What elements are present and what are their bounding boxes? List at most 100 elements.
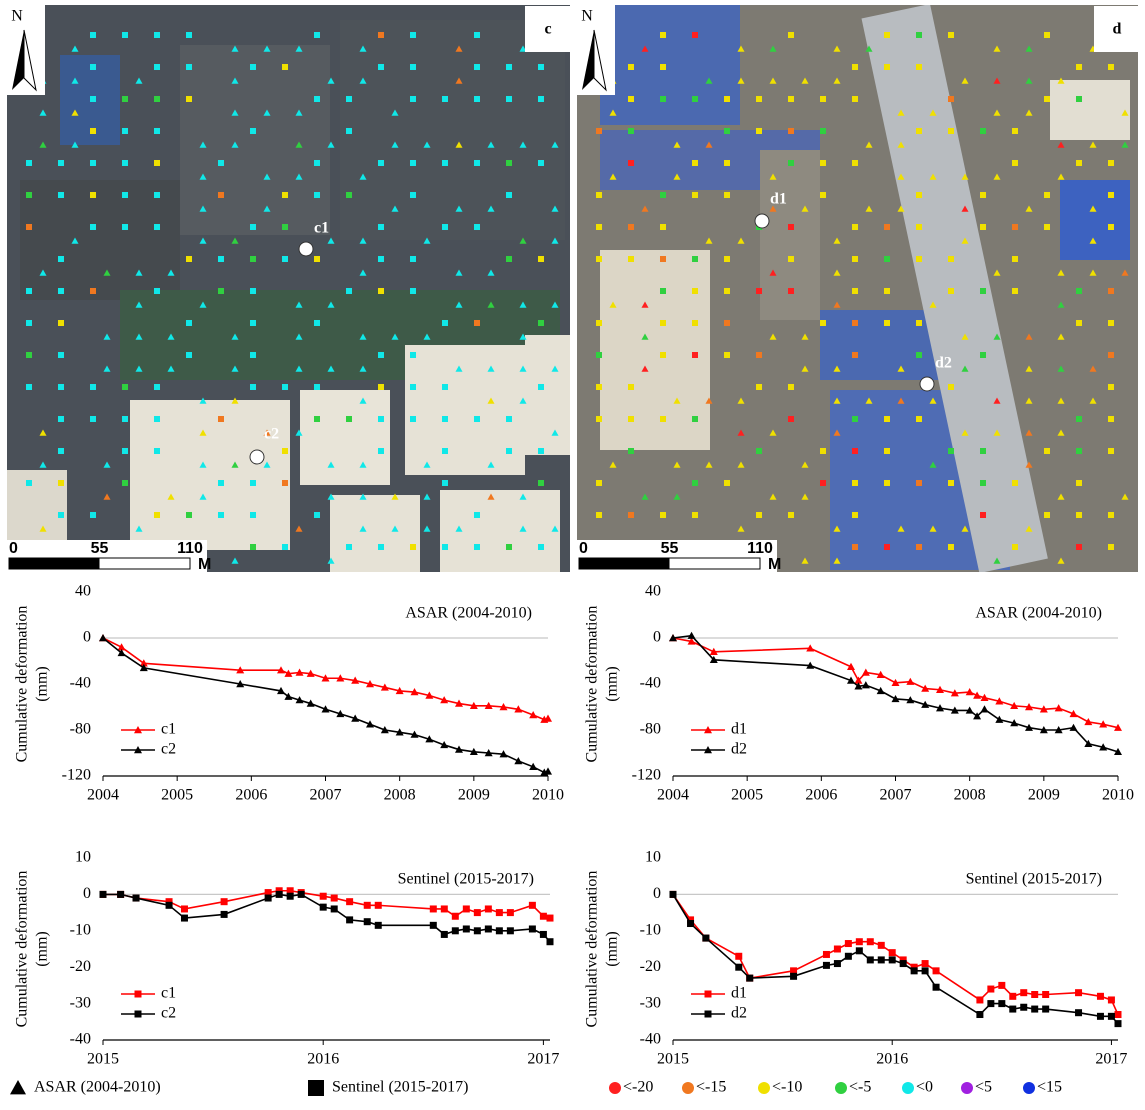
ps-point — [154, 416, 160, 422]
scale-tick-label: 110 — [177, 540, 203, 557]
data-point — [878, 956, 885, 963]
ps-point — [628, 160, 634, 166]
x-tick-label: 2006 — [235, 787, 267, 804]
data-point — [981, 705, 989, 712]
ps-point — [1076, 64, 1082, 70]
ps-point — [410, 64, 416, 70]
ps-point — [692, 96, 698, 102]
ps-point — [1108, 288, 1114, 294]
ps-point — [218, 256, 224, 262]
data-point — [845, 940, 852, 947]
data-point — [998, 1000, 1005, 1007]
ps-point — [1012, 224, 1018, 230]
ps-point — [26, 352, 32, 358]
ps-point — [756, 352, 762, 358]
y-tick-label: -10 — [640, 921, 661, 938]
data-point — [547, 915, 554, 922]
ps-point — [378, 544, 384, 550]
ps-point — [852, 544, 858, 550]
y-tick-label: 0 — [83, 629, 91, 646]
data-point — [1042, 1006, 1049, 1013]
ps-point — [90, 512, 96, 518]
ps-point — [218, 160, 224, 166]
ps-point — [506, 448, 512, 454]
ps-point — [660, 320, 666, 326]
data-point — [1020, 989, 1027, 996]
ps-point — [1012, 256, 1018, 262]
ps-point — [596, 128, 602, 134]
ps-point — [884, 448, 890, 454]
ps-point — [250, 256, 256, 262]
legend-swatch — [835, 1082, 847, 1094]
y-axis-label: Cumulative deformation — [584, 606, 601, 763]
ps-point — [122, 416, 128, 422]
ps-point — [660, 288, 666, 294]
ps-point — [538, 64, 544, 70]
ps-point — [442, 96, 448, 102]
ps-point — [346, 416, 352, 422]
ps-point — [314, 320, 320, 326]
ps-point — [1076, 288, 1082, 294]
ps-point — [1108, 448, 1114, 454]
data-point — [463, 925, 470, 932]
ps-point — [756, 128, 762, 134]
ps-point — [628, 448, 634, 454]
ps-point — [218, 512, 224, 518]
legend-label: c1 — [161, 985, 176, 1002]
ps-point — [506, 256, 512, 262]
data-point — [463, 905, 470, 912]
legend-symbol — [10, 1080, 26, 1094]
ps-point — [474, 320, 480, 326]
legend: ASAR (2004-2010)Sentinel (2015-2017)<-20… — [10, 1079, 1062, 1096]
ps-point — [538, 320, 544, 326]
ps-point — [58, 416, 64, 422]
site-label: c2 — [264, 426, 279, 443]
ps-point — [788, 256, 794, 262]
ps-point — [250, 352, 256, 358]
ps-point — [410, 160, 416, 166]
legend-label: c2 — [161, 741, 176, 758]
ps-point — [628, 416, 634, 422]
ps-point — [1044, 448, 1050, 454]
ps-point — [1076, 448, 1082, 454]
ps-point — [122, 192, 128, 198]
data-point — [856, 947, 863, 954]
data-point — [514, 757, 522, 764]
chart-title: ASAR (2004-2010) — [405, 605, 532, 622]
data-point — [862, 669, 870, 676]
ps-point — [948, 256, 954, 262]
ps-point — [538, 96, 544, 102]
ps-point — [660, 416, 666, 422]
data-point — [845, 953, 852, 960]
ps-point — [596, 512, 602, 518]
site-label: d2 — [935, 355, 952, 372]
ps-point — [58, 512, 64, 518]
scale-unit: M — [768, 556, 781, 573]
ps-point — [90, 288, 96, 294]
data-point — [547, 938, 554, 945]
ps-point — [58, 160, 64, 166]
x-tick-label: 2006 — [805, 787, 837, 804]
ps-point — [154, 32, 160, 38]
ps-point — [948, 128, 954, 134]
ps-point — [154, 128, 160, 134]
chart-title: Sentinel (2015-2017) — [966, 871, 1102, 888]
ps-point — [474, 544, 480, 550]
ps-point — [660, 256, 666, 262]
ps-point — [58, 352, 64, 358]
data-point — [922, 967, 929, 974]
ps-point — [852, 160, 858, 166]
ps-point — [250, 128, 256, 134]
ps-point — [628, 256, 634, 262]
ps-point — [410, 192, 416, 198]
y-tick-label: -30 — [640, 994, 661, 1011]
ps-point — [186, 512, 192, 518]
x-tick-label: 2017 — [527, 1051, 559, 1068]
charts: -120-80-40040200420052006200720082009201… — [14, 583, 1134, 1068]
ps-point — [410, 32, 416, 38]
legend-swatch — [902, 1082, 914, 1094]
ps-point — [410, 544, 416, 550]
ps-point — [756, 448, 762, 454]
ps-point — [474, 64, 480, 70]
ps-point — [250, 288, 256, 294]
